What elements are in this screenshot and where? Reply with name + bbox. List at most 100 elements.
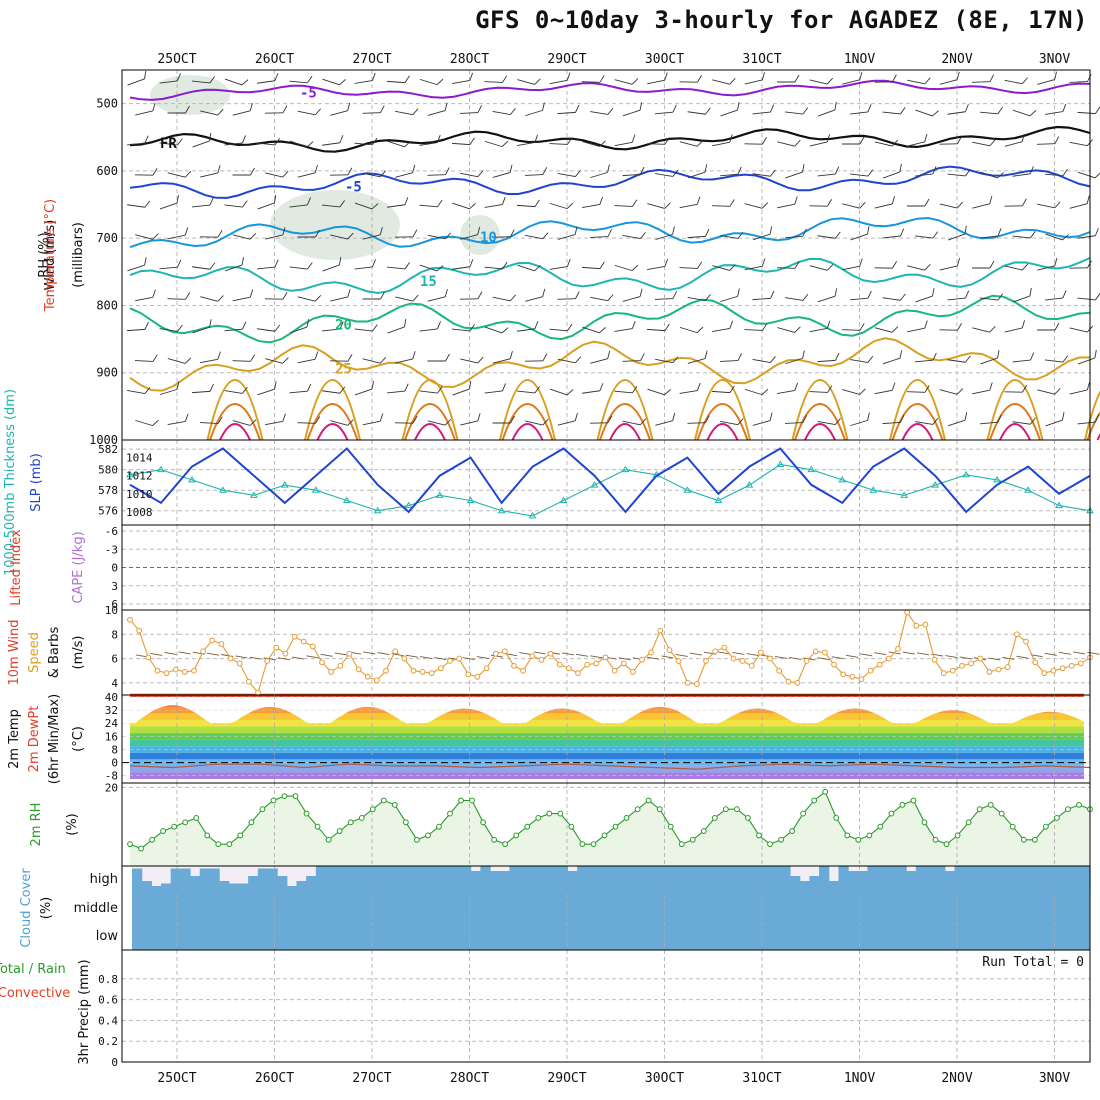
surface-wind-barb bbox=[377, 652, 390, 655]
wind-barb-flag bbox=[1062, 290, 1067, 299]
wind-barb-shaft bbox=[614, 141, 633, 147]
wind-barb-flag bbox=[379, 226, 383, 235]
thickness-point bbox=[342, 496, 351, 503]
wind-barb-flag bbox=[282, 227, 286, 236]
x-tick-label-top: 1NOV bbox=[844, 52, 875, 67]
wind-speed-point bbox=[849, 673, 856, 680]
wind-barb-shaft bbox=[289, 390, 308, 394]
wind-barb bbox=[947, 355, 971, 363]
wind-barb bbox=[744, 136, 768, 145]
wind-barb bbox=[517, 78, 541, 85]
wind-barb-shaft bbox=[622, 109, 641, 117]
wind-barb-flag bbox=[762, 136, 768, 145]
wind-barb-shaft bbox=[354, 80, 373, 84]
isotherm-25 bbox=[129, 337, 1091, 392]
wind-barb-shaft bbox=[915, 235, 933, 239]
rh-point bbox=[303, 810, 310, 817]
rh-point bbox=[546, 810, 553, 817]
cloud-high-bar bbox=[877, 866, 888, 891]
wind-barb-flag bbox=[599, 383, 604, 391]
wind-barb bbox=[1004, 133, 1025, 147]
cloud-high-bar bbox=[702, 866, 714, 891]
diurnal-temperature-contour bbox=[804, 423, 836, 441]
wind-barb bbox=[557, 356, 582, 364]
cloud-high-bar bbox=[799, 881, 810, 891]
wind-barb-shaft bbox=[874, 203, 893, 209]
rh-point bbox=[778, 836, 784, 843]
wind-barb-shaft bbox=[744, 203, 763, 209]
run-total-label: Run Total = 0 bbox=[982, 955, 1084, 970]
wind-barb-flag bbox=[144, 321, 149, 330]
wind-barb bbox=[289, 383, 312, 394]
wind-barb bbox=[419, 321, 441, 332]
wind-barb bbox=[192, 197, 214, 208]
cloud-high-bar bbox=[954, 866, 965, 891]
thickness-point bbox=[435, 491, 444, 498]
diurnal-temperature-contour bbox=[404, 403, 456, 441]
wind-barb-flag bbox=[282, 291, 288, 300]
wind-barb-shaft bbox=[419, 264, 438, 272]
wind-barb bbox=[297, 164, 318, 178]
wind-barb-flag bbox=[599, 140, 606, 147]
wind-barb-flag bbox=[315, 229, 320, 238]
wind-barb-flag bbox=[697, 74, 703, 83]
wind-barb-shaft bbox=[915, 295, 933, 303]
wind-speed-point bbox=[136, 627, 143, 634]
wind-barb bbox=[135, 289, 156, 302]
wind-barb bbox=[752, 226, 773, 241]
wind-barb-flag bbox=[761, 258, 766, 267]
x-tick-label-bottom: 27OCT bbox=[352, 1071, 391, 1086]
wind-barb-shaft bbox=[525, 234, 543, 240]
thickness-point bbox=[962, 470, 971, 478]
wind-barb-flag bbox=[184, 357, 192, 364]
wind-barb bbox=[289, 75, 313, 84]
wind-barb bbox=[460, 170, 484, 178]
wind-barb-flag bbox=[1086, 195, 1090, 204]
wind-barb bbox=[907, 264, 931, 271]
wind-barb bbox=[882, 228, 905, 239]
rh-point bbox=[347, 819, 354, 826]
wind-speed-point bbox=[264, 658, 271, 664]
wind-barb-flag bbox=[1054, 322, 1060, 331]
wind-barb-flag bbox=[859, 136, 865, 145]
wind-barb-shaft bbox=[159, 328, 178, 332]
wind-speed-point bbox=[565, 665, 572, 672]
wind-barb bbox=[712, 78, 736, 85]
wind-barb-shaft bbox=[647, 79, 665, 85]
y-tick-label-left: 582 bbox=[98, 443, 118, 456]
thickness-point bbox=[157, 465, 165, 473]
wind-barb-shaft bbox=[1012, 109, 1031, 117]
wind-barb-flag bbox=[217, 295, 224, 302]
wind-barb bbox=[159, 259, 182, 270]
wind-barb bbox=[581, 261, 605, 270]
wind-speed-point bbox=[831, 661, 837, 668]
rh-point bbox=[358, 815, 365, 821]
wind-barb-shaft bbox=[1077, 421, 1096, 425]
wind-barb-flag bbox=[509, 164, 513, 173]
wind-barb-shaft bbox=[557, 111, 576, 115]
wind-barb-flag bbox=[631, 78, 639, 85]
wind-barb bbox=[614, 199, 638, 207]
wind-barb-shaft bbox=[135, 110, 153, 116]
rh-point bbox=[767, 841, 773, 848]
wind-barb bbox=[265, 170, 289, 178]
wind-speed-point bbox=[940, 670, 947, 677]
wind-barb-flag bbox=[274, 73, 279, 81]
wind-barb-flag bbox=[412, 351, 416, 360]
wind-barb-flag bbox=[802, 228, 807, 237]
wind-barb-shaft bbox=[752, 297, 771, 301]
wind-barb-shaft bbox=[232, 234, 251, 240]
cloud-high-bar bbox=[548, 866, 559, 891]
wind-barb-flag bbox=[965, 290, 970, 299]
thickness-line bbox=[129, 463, 1091, 517]
wind-barb-flag bbox=[282, 413, 286, 422]
wind-barb-flag bbox=[347, 419, 354, 426]
wind-barb-flag bbox=[989, 382, 993, 391]
isotherm--5 bbox=[129, 165, 1091, 199]
wind-speed-point bbox=[684, 679, 691, 686]
rh-point bbox=[1042, 823, 1049, 830]
wind-barb-flag bbox=[867, 104, 872, 113]
wind-barb bbox=[199, 416, 223, 424]
wind-barb bbox=[427, 288, 448, 302]
thickness-point bbox=[776, 460, 785, 468]
